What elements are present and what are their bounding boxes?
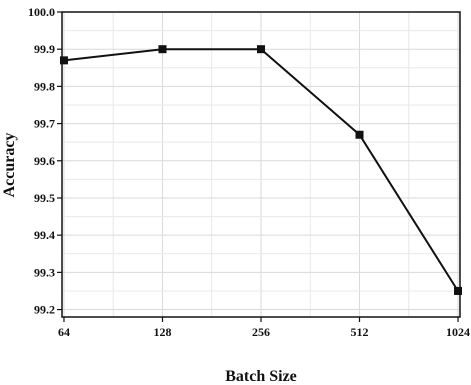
y-tick-label: 99.2	[34, 303, 55, 317]
data-point-marker	[454, 286, 463, 295]
grid-layer	[62, 11, 460, 317]
y-tick-label: 100.0	[28, 5, 55, 19]
y-tick-label: 99.9	[34, 42, 55, 56]
tick-layer: 64 128 256 512 1024 99.2 99.3 99.4 99.5 99.6 99.7 9…	[28, 5, 470, 339]
y-tick-label: 99.8	[34, 79, 55, 93]
data-point-marker	[59, 56, 68, 65]
data-point-marker	[158, 45, 167, 54]
x-tick-label: 512	[351, 325, 369, 339]
x-tick-label: 1024	[446, 325, 470, 339]
y-tick-label: 99.5	[34, 191, 55, 205]
x-tick-label: 64	[58, 325, 70, 339]
x-tick-label: 128	[153, 325, 171, 339]
y-tick-label: 99.4	[34, 228, 55, 242]
y-tick-label: 99.7	[34, 117, 55, 131]
y-axis-title: Accuracy	[1, 133, 18, 198]
x-tick-label: 256	[252, 325, 270, 339]
data-point-marker	[257, 45, 265, 54]
y-tick-label: 99.6	[34, 154, 55, 168]
data-point-marker	[355, 130, 364, 139]
x-axis-title: Batch Size	[225, 368, 297, 385]
y-tick-label: 99.3	[34, 265, 55, 279]
series-layer	[59, 45, 463, 295]
